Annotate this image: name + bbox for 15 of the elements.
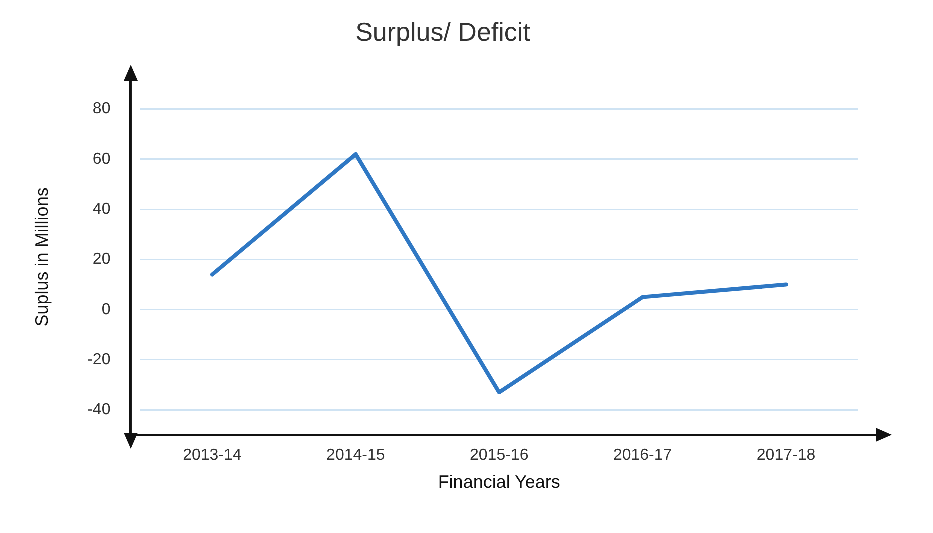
x-tick-label: 2016-17 <box>613 447 672 464</box>
y-axis-title: Suplus in Millions <box>32 188 52 327</box>
y-tick-label: 40 <box>92 200 111 218</box>
x-tick-label: 2013-14 <box>183 447 242 464</box>
y-tick-label: 80 <box>92 100 111 118</box>
x-tick-label: 2015-16 <box>470 447 529 464</box>
x-tick-label: 2014-15 <box>326 447 386 464</box>
y-tick-label: -20 <box>88 351 111 368</box>
y-tick-label: 0 <box>102 301 111 318</box>
y-tick-label: 20 <box>92 251 111 268</box>
y-tick-label: 60 <box>92 150 111 168</box>
chart-title: Surplus/ Deficit <box>356 16 532 47</box>
x-axis-title: Financial Years <box>438 472 560 492</box>
x-tick-label: 2017-18 <box>756 447 816 464</box>
y-tick-label: -40 <box>88 402 111 419</box>
